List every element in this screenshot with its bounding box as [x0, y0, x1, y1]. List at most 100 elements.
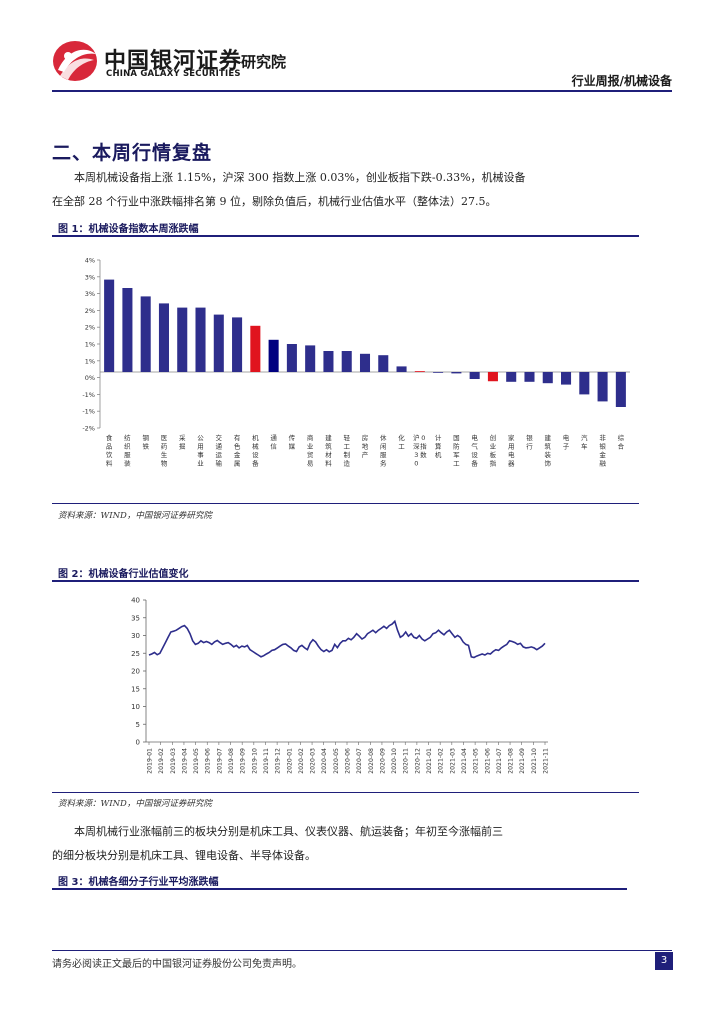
paragraph-2: 本周机械行业涨幅前三的板块分别是机床工具、仪表仪器、航运装备；年初至今涨幅前三 … [52, 820, 677, 868]
category-label: 钢铁 [142, 434, 149, 451]
bar-计算机 [433, 372, 444, 373]
figure-2-top-rule [52, 580, 639, 582]
category-label: 机械设备 [252, 433, 259, 468]
x-tick-label: 2021-09 [519, 748, 526, 774]
x-tick-label: 2019-01 [147, 748, 154, 774]
x-tick-label: 2021-10 [531, 748, 538, 774]
category-label: 国防军工 [453, 434, 460, 468]
x-tick-label: 2020-08 [368, 748, 375, 774]
figure-1-bar-chart: -2% -1% -1% 0% 1% 1% 2% 2% 3% 3% 4% 食品饮料 纺织服装 钢铁 医药生物 采… [82, 257, 630, 468]
y-tick-label: 35 [131, 614, 140, 622]
bar-有色金属 [232, 317, 243, 372]
y-tick-label: -1% [82, 391, 95, 399]
category-label: 建筑材料 [325, 433, 332, 468]
x-tick-label: 2020-02 [298, 748, 305, 774]
y-tick-label: 0% [85, 374, 95, 382]
figure-3-top-rule [52, 888, 627, 890]
x-tick-label: 2019-02 [158, 748, 165, 774]
x-tick-label: 2019-09 [240, 748, 247, 774]
x-tick-label: 2019-06 [205, 748, 212, 774]
category-label: 电气设备 [471, 433, 478, 468]
paragraph-1: 本周机械设备指上涨 1.15%，沪深 300 指数上涨 0.03%，创业板指下跌… [52, 166, 677, 214]
y-tick-label: 5 [136, 721, 140, 729]
x-tick-label: 2020-07 [356, 748, 363, 774]
bar-房地产 [359, 353, 371, 372]
x-tick-label: 2020-11 [403, 748, 410, 774]
category-label: 综合 [618, 433, 625, 451]
x-tick-label: 2021-05 [473, 748, 480, 774]
footer-disclaimer: 请务必阅读正文最后的中国银河证券股份公司免责声明。 [52, 959, 302, 970]
bar-采掘 [177, 307, 188, 372]
category-label: 公用事业 [197, 434, 204, 468]
category-label: 通信 [270, 433, 277, 451]
bar-银行 [524, 372, 535, 382]
bar-建筑材料 [323, 351, 334, 372]
category-label: 家用电器 [508, 433, 515, 468]
bar-公用事业 [195, 307, 206, 372]
x-tick-label: 2021-07 [496, 748, 503, 774]
category-label: 房地产 [362, 433, 369, 459]
bar-传媒 [286, 344, 297, 372]
figure-1-bottom-rule [52, 503, 639, 504]
category-label: 商业贸易 [307, 433, 314, 468]
x-tick-label: 2021-01 [426, 748, 433, 774]
valuation-line [148, 619, 546, 659]
bar-化工 [396, 366, 407, 372]
bar-非银金融 [597, 372, 608, 402]
bar-医药生物 [158, 303, 169, 372]
paragraph-1-line-1: 本周机械设备指上涨 1.15%，沪深 300 指数上涨 0.03%，创业板指下跌… [74, 171, 526, 184]
bar-创业板指 [487, 372, 498, 382]
bar-沪深300指数 [414, 371, 425, 372]
x-tick-label: 2021-02 [438, 748, 445, 774]
category-label: 纺织服装 [124, 433, 131, 468]
bar-轻工制造 [341, 351, 352, 372]
bar-商业贸易 [305, 345, 316, 372]
bar-综合 [615, 372, 626, 407]
figure-2-bottom-rule [52, 792, 639, 793]
x-tick-label: 2021-08 [508, 748, 515, 774]
x-tick-label: 2019-12 [275, 748, 282, 774]
category-label: 沪深 3 00 指数 [413, 433, 427, 468]
bar-机械设备 [250, 325, 261, 372]
y-tick-label: 2% [85, 324, 95, 332]
category-label: 建筑装饰 [545, 433, 552, 468]
paragraph-2-line-2: 的细分板块分别是机床工具、锂电设备、半导体设备。 [52, 849, 316, 862]
category-label: 交通运输 [216, 433, 223, 468]
x-tick-label: 2020-12 [414, 748, 421, 774]
y-tick-label: 25 [131, 650, 140, 658]
y-tick-label: 3% [85, 273, 95, 281]
x-tick-label: 2019-03 [170, 748, 177, 774]
category-label: 采掘 [179, 433, 186, 451]
category-label: 计算机 [435, 433, 442, 459]
category-label: 非银金融 [599, 433, 606, 468]
x-tick-label: 2020-01 [286, 748, 293, 774]
figure-1-top-rule [52, 235, 639, 237]
paragraph-2-line-1: 本周机械行业涨幅前三的板块分别是机床工具、仪表仪器、航运装备；年初至今涨幅前三 [74, 825, 503, 838]
y-tick-label: 15 [131, 685, 140, 693]
bar-家用电器 [506, 372, 517, 382]
report-category: 行业周报/机械设备 [571, 74, 672, 88]
category-label: 医药生物 [161, 434, 168, 468]
bar-通信 [268, 339, 279, 372]
y-tick-label: 3% [85, 290, 95, 298]
y-tick-label: 1% [85, 357, 95, 365]
y-tick-label: 0 [136, 739, 140, 747]
category-label: 传媒 [289, 433, 296, 451]
x-tick-label: 2021-03 [449, 748, 456, 774]
x-tick-label: 2019-04 [181, 748, 188, 774]
section-title: 二、本周行情复盘 [52, 142, 213, 164]
x-tick-label: 2020-10 [391, 748, 398, 774]
bar-休闲服务 [378, 355, 389, 372]
institute-name: 研究院 [241, 53, 287, 71]
y-tick-label: -2% [82, 425, 95, 433]
category-label: 银行 [526, 433, 533, 451]
category-label: 汽车 [581, 433, 588, 451]
x-tick-label: 2020-05 [333, 748, 340, 774]
y-tick-label: 40 [131, 597, 140, 605]
figure-2-line-chart: 0 5 10 15 20 25 30 35 40 2019-01 2019-02 2019-03 201… [131, 597, 549, 774]
x-tick-label: 2019-07 [216, 748, 223, 774]
x-tick-label: 2019-08 [228, 748, 235, 774]
x-tick-label: 2021-06 [484, 748, 491, 774]
bar-电子 [561, 372, 572, 385]
bar-交通运输 [213, 314, 224, 372]
